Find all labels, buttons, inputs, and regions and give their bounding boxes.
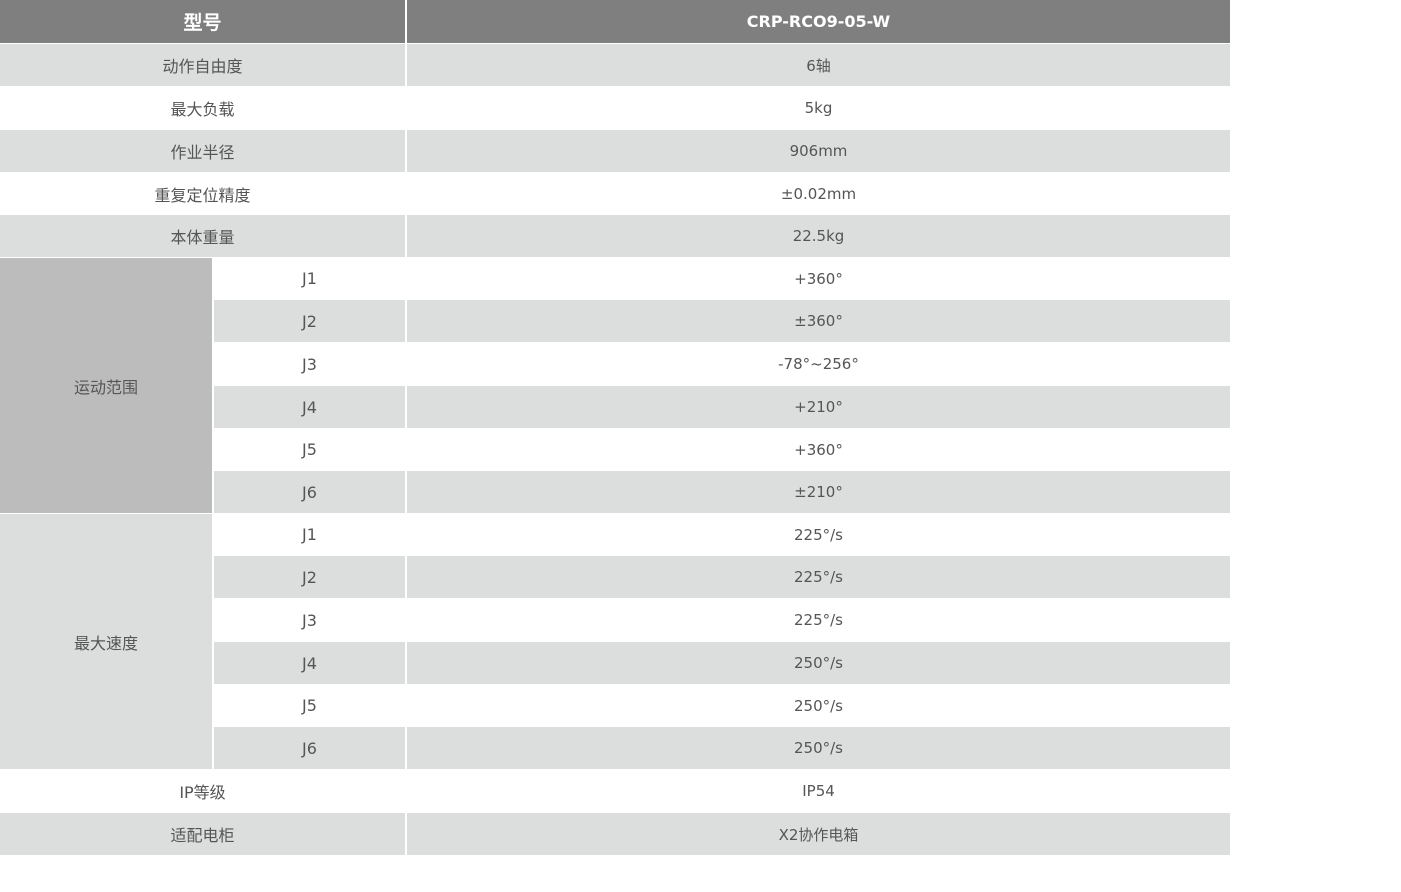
spec-label: 作业半径 (0, 130, 405, 172)
spec-value: 6轴 (407, 44, 1230, 86)
spec-value: IP54 (407, 770, 1230, 812)
joint-label: J3 (214, 599, 405, 641)
spec-label: 适配电柜 (0, 813, 405, 855)
joint-label: J3 (214, 343, 405, 385)
joint-value: 225°/s (407, 556, 1230, 598)
header-label: 型号 (0, 0, 405, 43)
spec-value: ±0.02mm (407, 173, 1230, 214)
spec-label: IP等级 (0, 770, 405, 812)
joint-label: J6 (214, 727, 405, 769)
joint-value: +360° (407, 429, 1230, 470)
joint-value: 225°/s (407, 599, 1230, 641)
joint-value: +210° (407, 386, 1230, 428)
joint-label: J5 (214, 429, 405, 470)
joint-label: J2 (214, 556, 405, 598)
joint-value: 250°/s (407, 685, 1230, 726)
joint-label: J4 (214, 386, 405, 428)
joint-value: 250°/s (407, 727, 1230, 769)
spec-label: 最大负载 (0, 87, 405, 129)
joint-label: J1 (214, 514, 405, 555)
spec-value: X2协作电箱 (407, 813, 1230, 855)
joint-value: 250°/s (407, 642, 1230, 684)
joint-value: ±360° (407, 300, 1230, 342)
joint-label: J4 (214, 642, 405, 684)
header-model: CRP-RCO9-05-W (407, 0, 1230, 43)
spec-value: 906mm (407, 130, 1230, 172)
spec-label: 重复定位精度 (0, 173, 405, 214)
joint-value: 225°/s (407, 514, 1230, 555)
joint-value: ±210° (407, 471, 1230, 513)
joint-value: +360° (407, 258, 1230, 299)
motion-range-label: 运动范围 (0, 258, 212, 513)
joint-label: J2 (214, 300, 405, 342)
max-speed-label: 最大速度 (0, 514, 212, 769)
spec-label: 本体重量 (0, 215, 405, 257)
joint-label: J5 (214, 685, 405, 726)
spec-value: 22.5kg (407, 215, 1230, 257)
joint-label: J6 (214, 471, 405, 513)
spec-value: 5kg (407, 87, 1230, 129)
spec-label: 动作自由度 (0, 44, 405, 86)
joint-value: -78°~256° (407, 343, 1230, 385)
joint-label: J1 (214, 258, 405, 299)
